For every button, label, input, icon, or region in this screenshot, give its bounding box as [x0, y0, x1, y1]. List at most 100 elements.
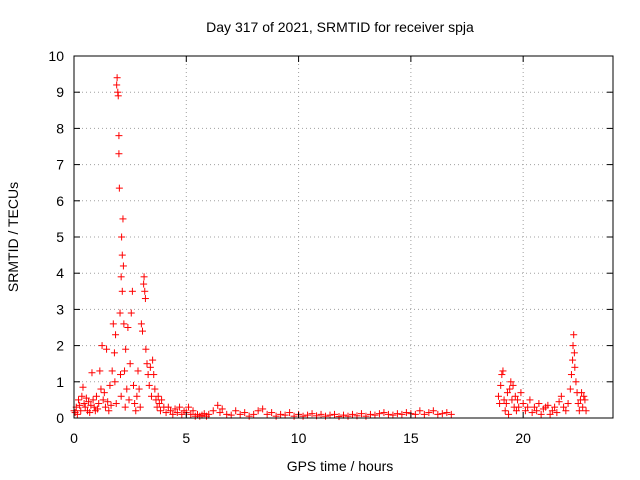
data-point: [259, 405, 267, 413]
data-point: [434, 410, 442, 418]
data-point: [171, 405, 179, 413]
data-point: [447, 410, 455, 418]
data-point: [402, 409, 410, 417]
data-point: [304, 411, 312, 419]
data-point: [122, 345, 130, 353]
data-point: [74, 396, 82, 404]
y-tick-label: 7: [56, 157, 64, 173]
chart-title: Day 317 of 2021, SRMTID for receiver spj…: [206, 19, 474, 35]
data-point: [548, 407, 556, 415]
data-point: [581, 396, 589, 404]
data-point: [151, 385, 159, 393]
data-point: [496, 400, 504, 408]
data-point: [149, 356, 157, 364]
data-point: [176, 403, 184, 411]
y-tick-label: 2: [56, 338, 64, 354]
data-point: [97, 385, 105, 393]
data-point: [81, 403, 89, 411]
data-point: [113, 74, 121, 82]
data-point: [335, 413, 343, 421]
data-point: [384, 410, 392, 418]
x-tick-label: 20: [515, 430, 531, 446]
data-point: [138, 327, 146, 335]
data-point: [115, 184, 123, 192]
x-tick-label: 15: [403, 430, 419, 446]
data-point: [125, 396, 133, 404]
data-point: [147, 392, 155, 400]
data-point: [120, 320, 128, 328]
data-point: [443, 409, 451, 417]
data-point: [95, 400, 103, 408]
data-point: [140, 280, 148, 288]
data-point: [564, 400, 572, 408]
data-point: [515, 403, 523, 411]
data-point: [357, 410, 365, 418]
data-point: [113, 81, 121, 89]
data-point: [108, 367, 116, 375]
data-point: [92, 392, 100, 400]
data-point: [317, 410, 325, 418]
data-point: [189, 407, 197, 415]
data-point: [158, 396, 166, 404]
x-tick-label: 0: [70, 430, 78, 446]
data-point: [241, 409, 249, 417]
data-point: [104, 398, 112, 406]
data-point: [77, 407, 85, 415]
data-point: [162, 409, 170, 417]
data-point: [582, 407, 590, 415]
data-point: [502, 400, 510, 408]
data-point: [348, 410, 356, 418]
data-point: [236, 410, 244, 418]
data-point: [126, 360, 134, 368]
data-point: [517, 389, 525, 397]
data-point: [570, 331, 578, 339]
data-point: [178, 410, 186, 418]
data-point: [94, 405, 102, 413]
y-axis: 0 1 2 3 4 5 6 7 8 9 10: [48, 48, 613, 426]
data-point: [128, 287, 136, 295]
data-point: [232, 407, 240, 415]
data-point: [73, 410, 81, 418]
data-point: [579, 403, 587, 411]
data-point: [187, 410, 195, 418]
data-point: [173, 409, 181, 417]
data-point: [546, 410, 554, 418]
data-point: [425, 409, 433, 417]
data-point: [134, 367, 142, 375]
data-point: [131, 400, 139, 408]
data-point: [98, 342, 106, 350]
data-point: [574, 400, 582, 408]
data-point: [150, 371, 158, 379]
y-tick-label: 10: [48, 48, 64, 64]
data-point: [116, 371, 124, 379]
y-tick-label: 8: [56, 120, 64, 136]
data-point: [366, 410, 374, 418]
data-point: [420, 410, 428, 418]
data-point: [124, 324, 132, 331]
data-point: [416, 407, 424, 415]
data-point: [214, 401, 222, 409]
data-point: [566, 385, 574, 393]
data-point: [380, 409, 388, 417]
data-point: [272, 412, 280, 420]
y-axis-label: SRMTID / TECUs: [5, 182, 21, 292]
data-point: [82, 394, 90, 402]
data-point: [398, 410, 406, 418]
data-point: [99, 396, 107, 404]
y-tick-label: 1: [56, 374, 64, 390]
data-point: [123, 385, 131, 393]
x-axis-label: GPS time / hours: [287, 458, 394, 474]
data-point: [110, 349, 118, 357]
data-point: [570, 349, 578, 357]
data-point: [121, 403, 129, 411]
data-point: [575, 407, 583, 415]
data-point: [118, 287, 126, 295]
data-point: [375, 410, 383, 418]
data-point: [245, 412, 253, 420]
data-point: [499, 367, 507, 375]
data-point: [497, 381, 505, 389]
data-point: [135, 385, 143, 393]
data-point: [505, 410, 513, 418]
data-point: [503, 389, 511, 397]
data-point: [90, 403, 98, 411]
